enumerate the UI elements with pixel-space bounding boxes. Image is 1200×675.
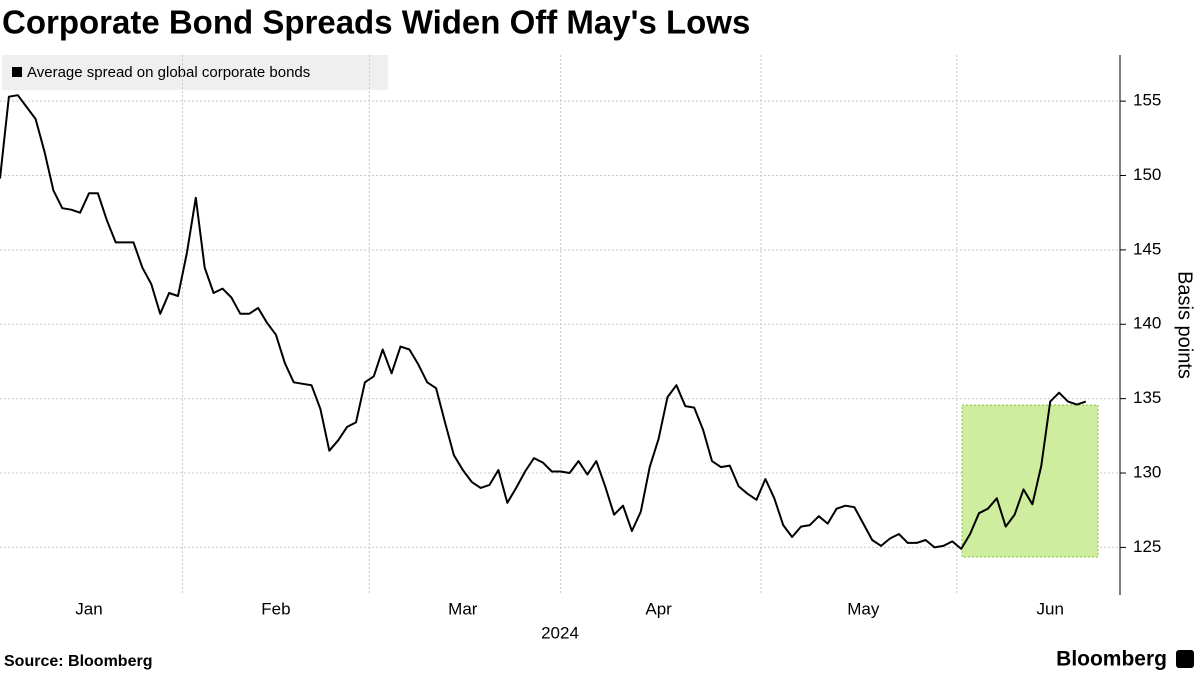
x-axis-label: 2024: [541, 623, 579, 642]
y-tick-label: 140: [1133, 314, 1161, 333]
brand-icon: [1176, 650, 1194, 668]
x-tick-label: Jun: [1036, 599, 1063, 618]
x-tick-label: Jan: [75, 599, 102, 618]
y-axis-label: Basis points: [1174, 271, 1196, 379]
y-tick-label: 155: [1133, 91, 1161, 110]
brand: Bloomberg: [1056, 648, 1167, 671]
line: [0, 94, 1087, 550]
y-tick-label: 150: [1133, 165, 1161, 184]
x-tick-label: Apr: [645, 599, 672, 618]
x-tick-label: Feb: [261, 599, 290, 618]
y-tick-label: 125: [1133, 537, 1161, 556]
chart-title: Corporate Bond Spreads Widen Off May's L…: [2, 4, 750, 41]
legend-swatch: [12, 67, 22, 77]
y-tick-label: 130: [1133, 463, 1161, 482]
source: Source: Bloomberg: [4, 653, 152, 670]
highlight-box: [961, 404, 1099, 558]
y-tick-label: 135: [1133, 388, 1161, 407]
x-tick-label: May: [847, 599, 880, 618]
legend-box: [2, 55, 388, 90]
y-tick-label: 145: [1133, 239, 1161, 258]
x-tick-label: Mar: [448, 599, 478, 618]
legend-label: Average spread on global corporate bonds: [27, 64, 310, 81]
